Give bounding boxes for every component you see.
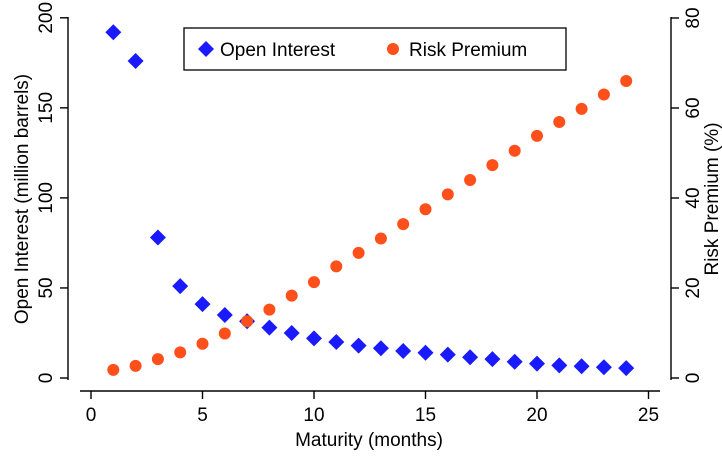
data-point-open-interest: [127, 53, 144, 70]
data-point-risk-premium: [508, 144, 521, 157]
data-point-open-interest: [105, 24, 122, 41]
data-point-risk-premium: [285, 289, 298, 302]
plot-area: [67, 17, 672, 392]
data-point-risk-premium: [330, 260, 343, 273]
y-left-ticks: 0 50 100 150 200: [36, 2, 68, 383]
data-point-open-interest: [484, 351, 501, 368]
series-risk-premium: [107, 75, 633, 376]
y-right-tick-label: 0: [683, 373, 704, 384]
data-point-open-interest: [306, 330, 322, 347]
data-point-risk-premium: [575, 102, 588, 115]
data-point-open-interest: [194, 296, 211, 313]
data-point-open-interest: [328, 333, 345, 350]
data-point-open-interest: [439, 346, 456, 363]
data-point-risk-premium: [174, 346, 187, 359]
legend: Open Interest Risk Premium: [183, 27, 567, 71]
data-point-open-interest: [283, 324, 300, 341]
data-point-open-interest: [462, 349, 479, 366]
data-point-risk-premium: [308, 276, 320, 289]
data-point-risk-premium: [374, 232, 387, 245]
data-point-open-interest: [529, 355, 545, 372]
data-point-risk-premium: [441, 188, 454, 201]
data-point-risk-premium: [218, 327, 231, 340]
legend-label-open-interest: Open Interest: [220, 40, 336, 61]
data-point-risk-premium: [419, 203, 432, 216]
x-tick-label: 5: [197, 405, 208, 426]
y-right-tick-label: 80: [683, 7, 704, 28]
data-point-risk-premium: [531, 129, 543, 142]
data-point-risk-premium: [620, 75, 633, 87]
x-axis-title: Maturity (months): [295, 430, 443, 451]
y-right-tick-label: 60: [683, 97, 704, 118]
y-axis-left-title: Open Interest (million barrels): [12, 74, 33, 324]
series-layer: [105, 24, 635, 377]
data-point-open-interest: [216, 306, 233, 323]
data-point-open-interest: [551, 357, 568, 374]
x-tick-label: 20: [526, 405, 547, 426]
data-point-open-interest: [172, 278, 189, 295]
data-point-risk-premium: [553, 115, 566, 128]
data-point-open-interest: [573, 358, 590, 375]
data-point-open-interest: [261, 319, 278, 336]
y-left-tick-label: 50: [36, 277, 57, 298]
data-point-risk-premium: [196, 337, 209, 350]
y-right-tick-label: 20: [683, 277, 704, 298]
data-point-open-interest: [395, 342, 412, 359]
y-left-tick-label: 200: [36, 2, 57, 34]
data-point-risk-premium: [352, 246, 365, 259]
data-point-open-interest: [149, 229, 166, 246]
legend-marker-risk-premium: [387, 43, 399, 55]
y-right-tick-label: 40: [683, 187, 704, 208]
data-point-open-interest: [372, 340, 389, 357]
y-left-tick-label: 100: [36, 182, 57, 214]
legend-marker-open-interest: [198, 41, 214, 57]
x-tick-label: 10: [303, 405, 324, 426]
y-axis-right-title: Risk Premium (%): [702, 122, 722, 275]
data-point-risk-premium: [241, 315, 254, 328]
data-point-risk-premium: [597, 88, 610, 101]
x-tick-label: 25: [638, 405, 659, 426]
y-left-tick-label: 0: [36, 373, 57, 384]
legend-label-risk-premium: Risk Premium: [409, 40, 527, 61]
data-point-open-interest: [350, 337, 367, 354]
data-point-open-interest: [595, 359, 612, 376]
data-point-open-interest: [618, 360, 635, 377]
legend-box: [183, 27, 567, 71]
data-point-risk-premium: [107, 363, 120, 376]
data-point-risk-premium: [151, 353, 164, 366]
data-point-risk-premium: [397, 218, 410, 231]
series-open-interest: [105, 24, 635, 377]
y-right-ticks: 0 20 40 60 80: [671, 7, 704, 383]
data-point-risk-premium: [486, 159, 499, 172]
data-point-risk-premium: [129, 359, 142, 372]
data-point-open-interest: [417, 344, 434, 361]
data-point-risk-premium: [263, 303, 276, 316]
data-point-risk-premium: [464, 174, 477, 186]
x-tick-label: 0: [86, 405, 97, 426]
x-ticks: 0 5 10 15 20 25: [86, 391, 659, 426]
data-point-open-interest: [506, 353, 523, 370]
y-left-tick-label: 150: [36, 92, 57, 124]
x-tick-label: 15: [415, 405, 436, 426]
